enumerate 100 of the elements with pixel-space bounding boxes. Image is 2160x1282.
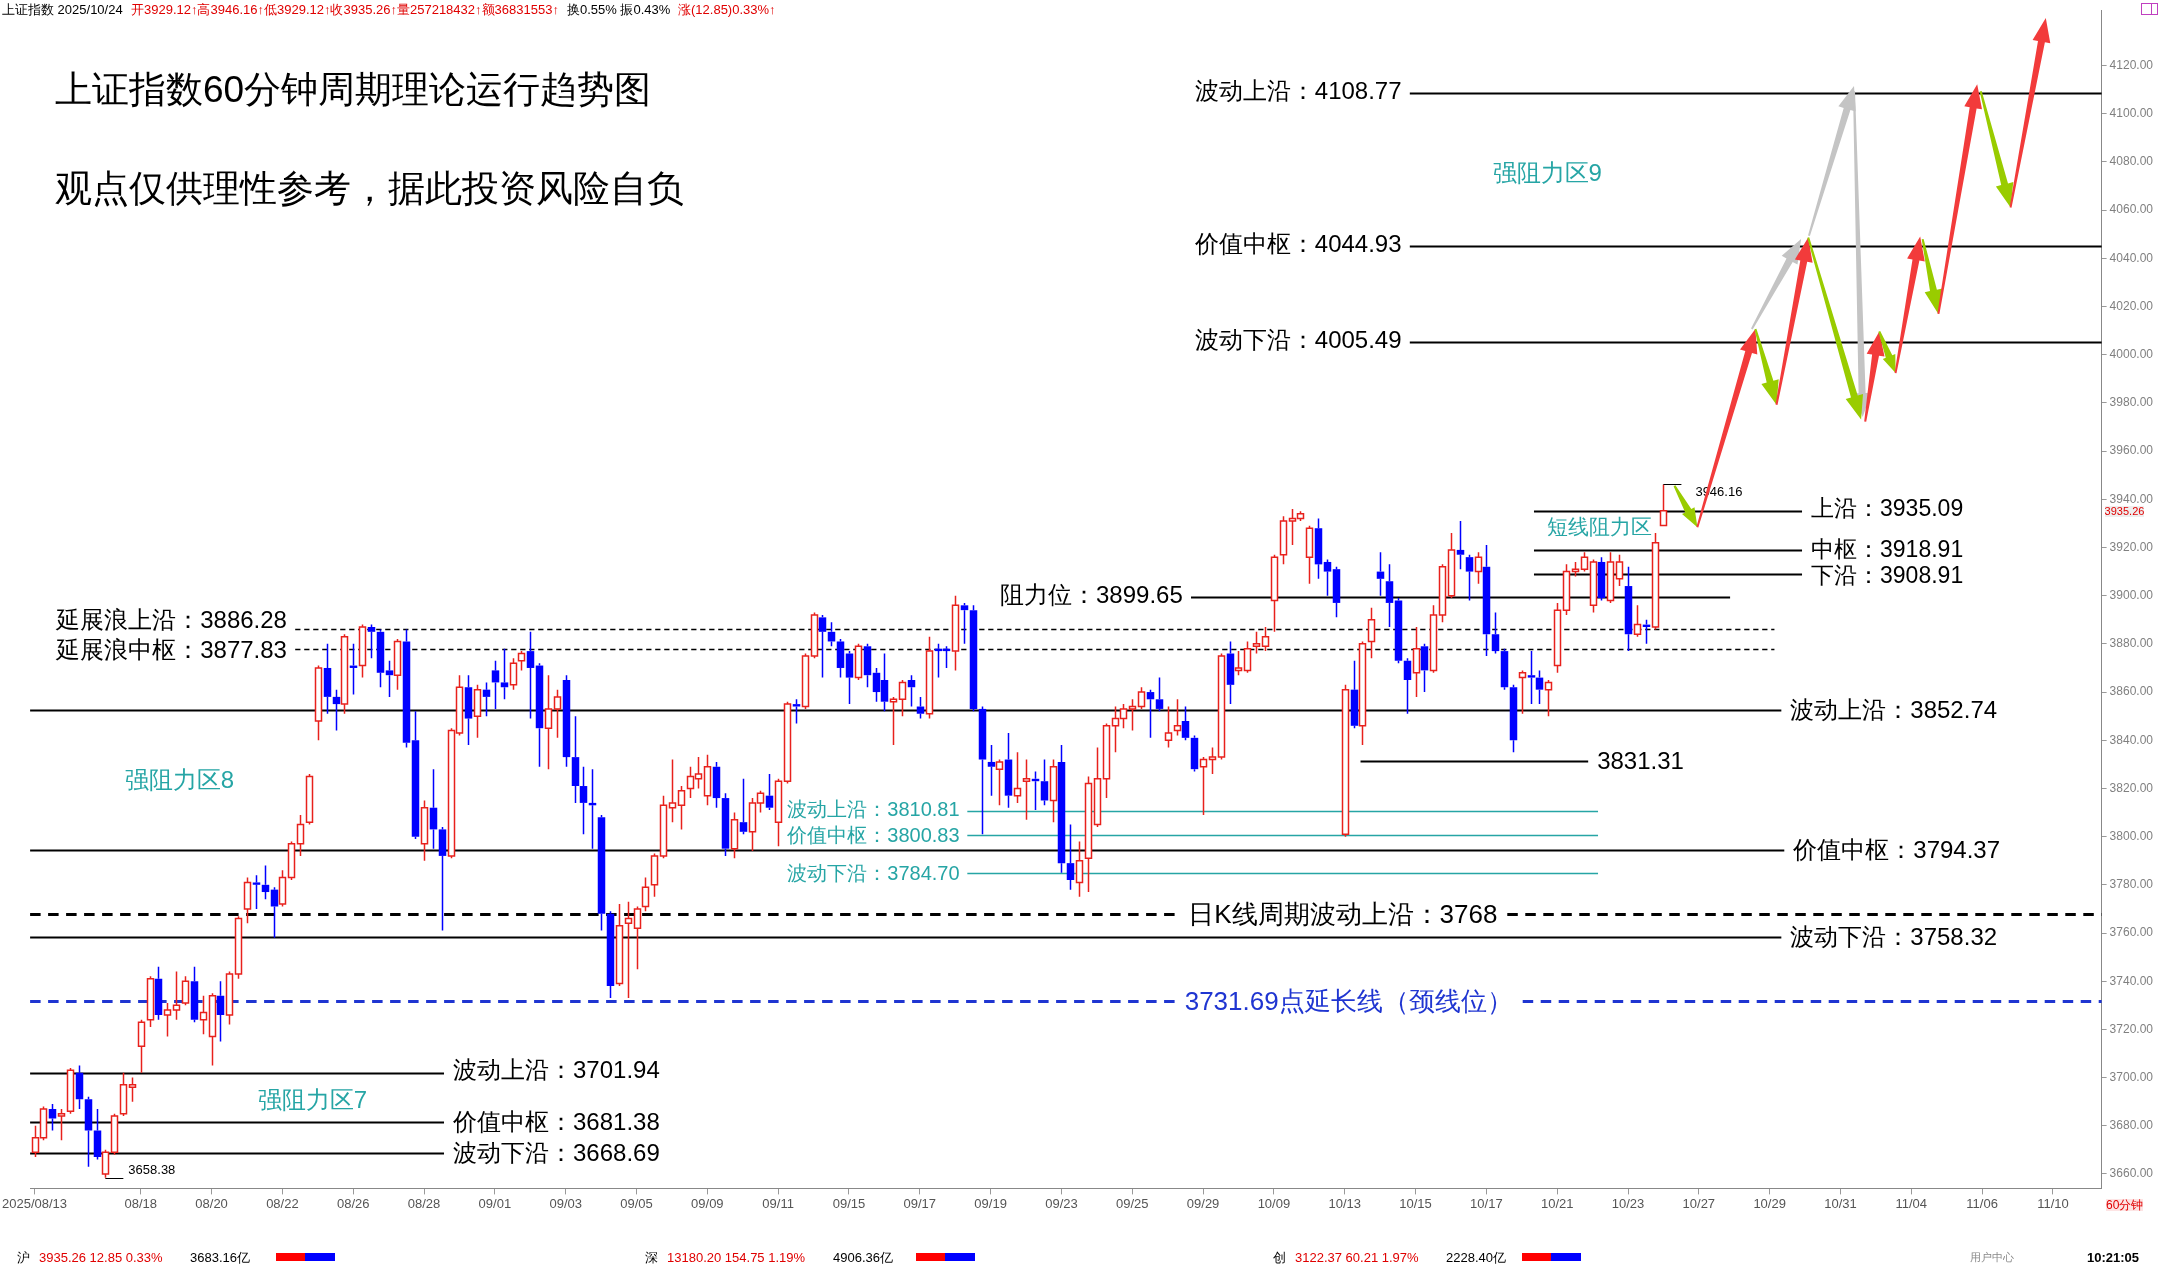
annotation: 换0.55% 振0.43% xyxy=(567,1,671,17)
text: 4906.36亿 xyxy=(833,1249,893,1265)
candlestick xyxy=(429,768,438,850)
candlestick xyxy=(1226,640,1235,705)
ref-line-label: 波动上沿：3852.74 xyxy=(1790,695,1998,723)
x-tick-label: 08/20 xyxy=(195,1195,228,1211)
ref-line-label: 价值中枢：3800.83 xyxy=(787,823,960,846)
candlestick xyxy=(491,659,500,710)
candlestick xyxy=(464,674,473,746)
ref-line-label: 上沿：3935.09 xyxy=(1811,494,1964,521)
ref-line-label: 3831.31 xyxy=(1597,747,1684,775)
y-tick-label: 3780.00 xyxy=(2109,877,2154,892)
y-tick-label: 3960.00 xyxy=(2109,443,2154,458)
x-tick-label: 10/31 xyxy=(1824,1195,1857,1211)
candlestick xyxy=(93,1108,102,1161)
annotation: 开3929.12↑高3946.16↑低3929.12↑收3935.26↑量257218432↑额36831553↑ xyxy=(131,1,559,17)
annotation: 涨(12.85)0.33%↑ xyxy=(678,1,776,17)
candlestick xyxy=(216,980,225,1043)
text: 60分钟 xyxy=(2106,1198,2144,1212)
text: 上证指数60分钟周期理论运行趋势图 xyxy=(55,69,652,110)
y-tick-label: 3660.00 xyxy=(2109,1166,2154,1181)
x-tick-label: 08/22 xyxy=(266,1195,299,1211)
candlestick xyxy=(765,773,774,811)
candlestick xyxy=(367,623,376,660)
x-tick-label: 10/09 xyxy=(1257,1195,1291,1211)
ref-line-label: 波动上沿：4108.77 xyxy=(1194,76,1402,104)
text: 10:21:05 xyxy=(2087,1249,2140,1265)
candlestick xyxy=(1527,650,1536,705)
ref-line-label: 波动上沿：3810.81 xyxy=(787,797,960,820)
x-tick-label: 09/01 xyxy=(478,1195,512,1211)
candlestick xyxy=(1146,688,1155,739)
candlestick xyxy=(1155,676,1164,713)
y-tick-label: 3700.00 xyxy=(2109,1069,2154,1084)
candlestick xyxy=(1323,558,1332,597)
x-tick-label: 09/09 xyxy=(691,1195,724,1211)
candlestick xyxy=(987,744,996,797)
y-tick-label: 3760.00 xyxy=(2109,925,2154,940)
candlestick xyxy=(84,1096,93,1168)
ref-line-label: 中枢：3918.91 xyxy=(1811,535,1964,562)
x-tick-label: 09/23 xyxy=(1045,1195,1078,1211)
y-tick-label: 3920.00 xyxy=(2109,539,2154,554)
ref-line-label: 价值中枢：3794.37 xyxy=(1793,836,2001,864)
y-tick-label: 3840.00 xyxy=(2109,732,2154,747)
candlestick xyxy=(1314,517,1323,580)
x-tick-label: 08/26 xyxy=(336,1195,370,1211)
candlestick xyxy=(1482,544,1491,657)
x-tick-label: 2025/08/13 xyxy=(1,1195,68,1211)
candlestick xyxy=(482,681,491,717)
annotation: 短线阻力区 xyxy=(1546,514,1652,538)
text: 13180.20 154.75 1.19% xyxy=(667,1249,806,1265)
candlestick xyxy=(411,710,420,840)
candlestick xyxy=(845,650,854,705)
x-tick-label: 10/27 xyxy=(1682,1195,1716,1211)
ref-line-label: 波动下沿：3668.69 xyxy=(453,1139,660,1166)
text: 3935.26 12.85 0.33% xyxy=(39,1249,163,1265)
ref-line-label: 延展浪上沿：3886.28 xyxy=(56,605,287,633)
candlestick xyxy=(252,874,261,910)
candlestick xyxy=(1376,551,1385,597)
x-tick-label: 10/21 xyxy=(1540,1195,1574,1211)
y-tick-label: 3880.00 xyxy=(2109,636,2154,651)
y-tick-label: 3820.00 xyxy=(2109,780,2154,795)
candlestick xyxy=(1066,823,1075,891)
candlestick xyxy=(739,778,748,835)
x-tick-label: 11/04 xyxy=(1895,1195,1928,1211)
ref-line-label: 延展浪中枢：3877.83 xyxy=(56,636,287,664)
ref-line-label: 下沿：3908.91 xyxy=(1811,561,1964,588)
candlestick xyxy=(332,688,341,732)
candlestick xyxy=(500,647,509,701)
y-tick-label: 4020.00 xyxy=(2109,298,2154,313)
text: 3122.37 60.21 1.97% xyxy=(1295,1249,1419,1265)
x-tick-label: 11/10 xyxy=(2037,1195,2069,1211)
x-tick-label: 09/05 xyxy=(620,1195,653,1211)
candlestick xyxy=(1057,744,1066,874)
candlestick xyxy=(1624,566,1633,652)
candlestick xyxy=(261,864,270,901)
x-tick-label: 09/17 xyxy=(903,1195,937,1211)
y-tick-label: 3860.00 xyxy=(2109,684,2154,699)
candlestick xyxy=(1350,659,1359,729)
y-tick-label: 4080.00 xyxy=(2109,154,2154,169)
candlestick xyxy=(1385,563,1394,628)
text: 3683.16亿 xyxy=(190,1249,250,1265)
candlestick xyxy=(438,826,447,932)
text: 沪 xyxy=(17,1249,30,1265)
annotation: 强阻力区9 xyxy=(1492,158,1602,186)
y-tick-label: 3720.00 xyxy=(2109,1021,2154,1036)
y-tick-label: 4100.00 xyxy=(2109,106,2154,121)
x-tick-label: 08/28 xyxy=(407,1195,441,1211)
y-tick-label: 3900.00 xyxy=(2109,588,2154,602)
x-tick-label: 10/15 xyxy=(1399,1195,1432,1211)
y-tick-label: 3940.00 xyxy=(2109,491,2154,506)
candlestick xyxy=(597,814,606,932)
x-tick-label: 11/06 xyxy=(1966,1195,1998,1211)
candlestick xyxy=(385,659,394,698)
ref-line-label: 价值中枢：4044.93 xyxy=(1194,230,1402,258)
candlestick xyxy=(818,614,827,679)
y-tick-label: 4060.00 xyxy=(2109,202,2154,217)
candlestick xyxy=(579,766,588,835)
candlestick xyxy=(1403,657,1412,715)
y-tick-label: 4000.00 xyxy=(2109,347,2154,362)
text: 创 xyxy=(1273,1249,1286,1265)
